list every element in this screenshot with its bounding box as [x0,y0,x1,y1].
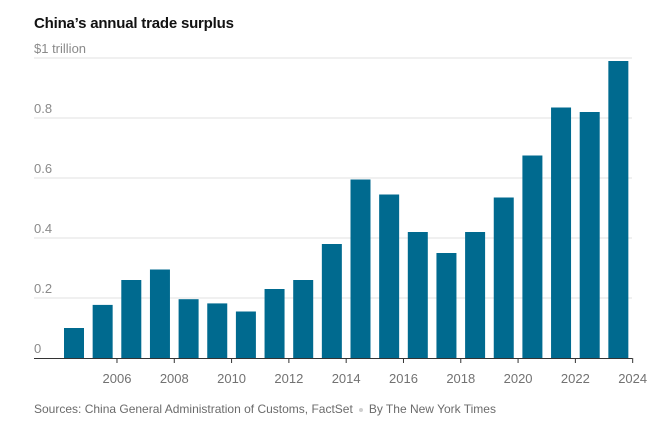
bar-2021 [522,155,543,358]
bar-2016 [379,194,400,358]
bar-2020 [493,197,514,358]
y-tick-label: 0.8 [34,101,52,116]
bar-2024 [608,61,629,358]
y-tick-label: 0.4 [34,221,52,236]
bar-2018 [436,253,457,358]
bar-2010 [207,303,228,358]
credit-note: By The New York Times [368,402,496,416]
bar-2011 [235,311,256,358]
bar-2006 [92,304,113,358]
x-tick-label: 2024 [618,371,647,386]
bar-2015 [350,179,371,358]
y-tick-label: 0 [34,341,41,356]
x-tick-label: 2006 [103,371,132,386]
x-tick-label: 2016 [389,371,418,386]
y-tick-label: 0.2 [34,281,52,296]
bar-2009 [178,299,199,358]
bar-2013 [293,280,314,358]
x-tick-label: 2018 [446,371,475,386]
x-tick-label: 2008 [160,371,189,386]
bar-2007 [121,280,142,358]
x-tick-label: 2014 [332,371,361,386]
y-tick-label: $1 trillion [34,41,86,56]
chart-title: China’s annual trade surplus [34,15,234,32]
bar-2022 [551,107,572,358]
bar-2023 [579,112,600,358]
bar-2012 [264,289,285,358]
chart-footer: Sources: China General Administration of… [34,402,496,416]
separator-dot [358,407,363,412]
bar-2005 [64,328,84,358]
y-tick-label: 0.6 [34,161,52,176]
bar-2019 [465,232,486,358]
x-tick-label: 2022 [561,371,590,386]
bar-2014 [321,244,342,358]
source-note: Sources: China General Administration of… [34,402,353,416]
x-tick-label: 2012 [274,371,303,386]
bar-2008 [149,269,170,358]
x-tick-label: 2020 [504,371,533,386]
bar-2017 [407,232,428,358]
x-tick-label: 2010 [217,371,246,386]
